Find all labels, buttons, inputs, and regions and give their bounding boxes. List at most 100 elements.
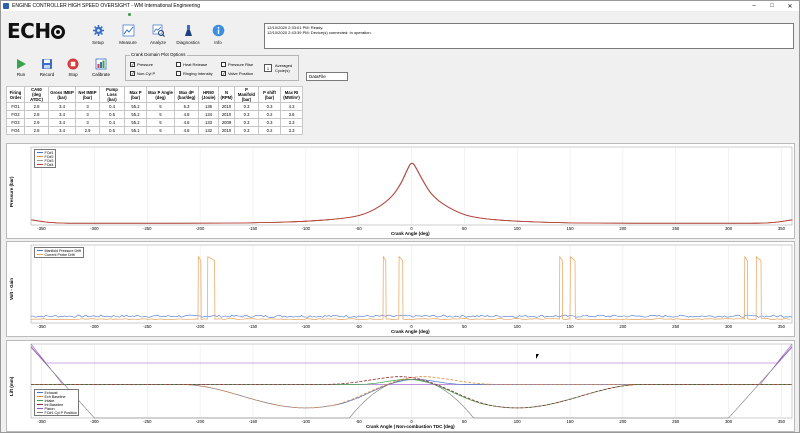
stop-button[interactable]: Stop [62,58,84,80]
option-label: Pressure Rise [228,62,254,67]
title-bar[interactable]: ENGINE CONTROLLER HIGH SPEED OVERSIGHT -… [1,1,799,11]
table-cell: 0.3 [258,118,281,127]
valve-lift-chart[interactable]: -350 -300 -250 -200 -150 -100 -50 0 50 100 150 200 2… [6,340,795,432]
option-pressure-rise[interactable]: Pressure Rise [221,62,253,67]
record-button[interactable]: Record [36,58,58,80]
table-cell: 2.9 [24,118,49,127]
x-tick-label: 250 [672,324,680,329]
table-header-cell: Max RI (MW/m²) [280,86,303,103]
header-line: (bar) [241,97,252,102]
nav-analyze-button[interactable]: Analyze [145,14,171,46]
table-cell: 0.3 [234,110,259,119]
nav-setup-label: Setup [92,40,104,45]
calibrate-label: Calibrate [91,72,110,77]
table-cell: 55.1 [124,126,147,135]
run-button[interactable]: Run [10,58,32,80]
maximize-button[interactable]: □ [770,3,774,9]
nav-info-button[interactable]: Info [205,14,231,46]
valve-position-checkbox[interactable]: ✓ [221,71,226,76]
table-cell: FO1 [6,102,25,111]
ribbon: ECH Setup Measure Analyze [1,11,799,49]
chart-legend[interactable]: Manifold Pressure Drift Current Probe Dri… [34,247,84,258]
legend-entry: Int Baseline [36,403,77,407]
x-tick-label: 0 [410,419,413,424]
table-cell: 2.9 [75,126,100,135]
legend-label: Current Probe Drift [44,252,75,257]
table-cell: 2.8 [24,110,49,119]
chart-svg: -350 -300 -250 -200 -150 -100 -50 0 50 100 150 200 2… [30,146,793,231]
ringing-intensity-checkbox[interactable] [176,71,181,76]
table-cell: 136 [198,102,219,111]
calibrate-icon [95,58,107,70]
calibrate-button[interactable]: Calibrate [90,58,112,80]
header-line: Firing [9,89,22,95]
averaged-cycles-input[interactable]: 1 [264,64,272,72]
x-tick-label: 300 [725,419,733,424]
volt-gain-chart[interactable]: -350 -300 -250 -200 -150 -100 -50 0 50 100 150 200 2… [6,241,795,337]
legend-entry: Piston [36,407,77,411]
table-cell: 0.3 [234,118,259,127]
chart-svg: -350 -300 -250 -200 -150 -100 -50 0 50 100 150 200 2… [30,244,793,329]
x-tick-label: -300 [90,324,99,329]
table-cell: 134 [198,110,219,119]
pressure-chart[interactable]: -350 -300 -250 -200 -150 -100 -50 0 50 100 150 200 2… [6,143,795,239]
piston-edge-line [30,346,793,364]
nav-analyze-label: Analyze [149,40,166,45]
table-cell: 3.6 [280,110,303,119]
legend-swatch [36,412,43,413]
table-header-cell: Pump Loss (bar) [99,86,125,103]
option-ringing-intensity[interactable]: Ringing Intensity [176,71,213,76]
x-tick-label: 300 [725,324,733,329]
header-line: (bar) [107,97,117,102]
table-cell: 5.3 [174,102,199,111]
table-row[interactable]: FO2 2.8 3.4 3 0.5 55.2 5 4.8 134 2010 0.3 0.2 3.6 [6,110,303,119]
table-cell: 0.2 [258,110,281,119]
table-cell: 5 [146,118,175,127]
header-line: Max RI [284,89,299,95]
table-cell: 2010 [218,102,235,111]
nav-setup-button[interactable]: Setup [85,14,111,46]
current-probe-drift-line [30,255,791,321]
close-button[interactable]: ✕ [787,3,793,10]
x-tick-label: -100 [302,419,311,424]
legend-label: FO#1 Cyl P Position [44,410,77,415]
header-line: (MW/m²) [283,94,300,100]
table-row[interactable]: FO4 2.8 3.4 2.9 0.5 55.1 5 4.6 132 2010 0.3 0.2 3.3 [6,126,303,135]
option-valve-position[interactable]: ✓ Valve Position [221,71,253,76]
x-tick-label: -200 [196,419,205,424]
heat-release-checkbox[interactable] [176,62,181,67]
table-row[interactable]: FO1 2.8 3.4 3 0.4 55.2 5 5.3 136 2010 0.3 0.3 4.3 [6,102,303,111]
non-cyl-p-checkbox[interactable]: ✓ [130,71,135,76]
table-row[interactable]: FO3 2.9 3.4 3 0.4 55.2 5 4.6 133 2009 0.3 0.3 3.3 [6,118,303,127]
nav-measure-button[interactable]: Measure [115,14,141,46]
play-icon [15,58,27,70]
legend-label: FO#3 [44,158,54,163]
chart-legend[interactable]: FO#1 FO#2 FO#3 FO#4 [34,149,56,168]
option-pressure[interactable]: ✓ Pressure [130,62,153,67]
firing-order-table: Firing Order CA50 (deg ATDC) Gross IMEP (bar)… [6,86,303,135]
pressure-rise-checkbox[interactable] [221,62,226,67]
x-tick-label: -150 [249,226,258,231]
x-tick-label: 100 [514,226,522,231]
table-header-cell: Max P Angle (deg) [146,86,175,103]
table-cell: 4.6 [174,126,199,135]
logo-ring-icon [50,25,65,39]
legend-swatch [36,156,43,157]
x-tick-label: -350 [37,226,46,231]
nav-diagnostics-button[interactable]: Diagnostics [175,14,201,46]
pressure-checkbox[interactable]: ✓ [130,62,135,67]
minimize-button[interactable]: – [752,3,756,9]
option-heat-release[interactable]: Heat Release [176,62,207,67]
x-tick-label: -200 [196,226,205,231]
save-disk-icon [41,58,53,70]
datafile-input[interactable]: DataFile [306,72,348,81]
magnifier-chart-icon [152,24,165,37]
status-dot-icon [128,13,131,16]
nav-info-label: Info [214,40,222,45]
chart-legend[interactable]: Exhaust Exh Baseline Intake Int Baseline Pis… [34,389,80,416]
nav-diagnostics-label: Diagnostics [176,40,200,45]
table-cell: FO3 [6,118,25,127]
option-non-cyl-p[interactable]: ✓ Non-Cyl P [130,71,155,76]
status-log[interactable]: 12/10/2020 2:33:01 PM: Ready. 12/10/2020… [264,23,794,49]
legend-swatch [36,160,43,161]
